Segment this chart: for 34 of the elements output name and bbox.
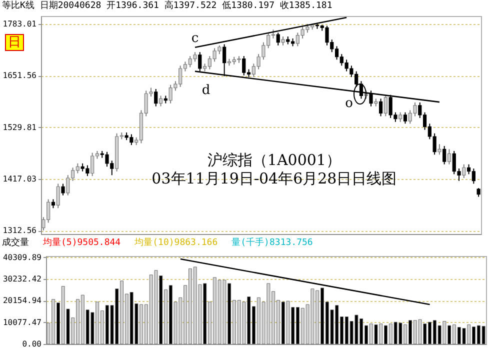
candlestick <box>276 32 280 46</box>
y-tick-label: 20154.94 <box>2 296 42 306</box>
candlestick <box>378 98 383 117</box>
candlestick <box>398 112 402 122</box>
annotation: d <box>202 83 210 98</box>
candlestick <box>438 144 442 156</box>
text: 量(千手)8313.756 <box>232 238 313 248</box>
candlestick <box>61 183 65 196</box>
y-tick-label: 40309.89 <box>2 252 42 262</box>
candlestick <box>154 88 158 107</box>
chart-title: 成交量 <box>2 238 29 248</box>
text: 沪综指（1A0001） <box>207 150 341 169</box>
text: 03年11月19日-04年6月28日日线图 <box>152 169 397 188</box>
y-tick-label: 1651.56 <box>2 71 37 80</box>
y-tick-label: 1529.81 <box>2 122 37 132</box>
candlestick <box>403 112 408 124</box>
text: 等比K线 日期20040628 开1396.361 高1397.522 低1380.197 收1385.181 <box>2 1 332 11</box>
y-tick-label: 1783.01 <box>2 19 37 28</box>
candlestick <box>462 164 466 178</box>
annotation: c <box>191 30 199 46</box>
y-tick-label: 30232.42 <box>2 274 42 284</box>
candlestick <box>56 183 60 209</box>
candlestick <box>158 95 163 107</box>
y-tick-label: 10077.47 <box>2 318 42 327</box>
y-tick-label: 0.00 <box>22 340 42 348</box>
text: 日 <box>5 34 24 51</box>
candlestick <box>384 94 388 117</box>
text: 均量(5)9505.844 <box>43 238 121 248</box>
annotation: o <box>345 96 354 112</box>
candlestick <box>442 145 446 165</box>
y-tick-label: 1417.03 <box>2 174 37 184</box>
y-tick-label: 1312.56 <box>2 226 37 236</box>
text: 均量(10)9863.166 <box>134 238 218 248</box>
candlestick <box>447 148 452 165</box>
